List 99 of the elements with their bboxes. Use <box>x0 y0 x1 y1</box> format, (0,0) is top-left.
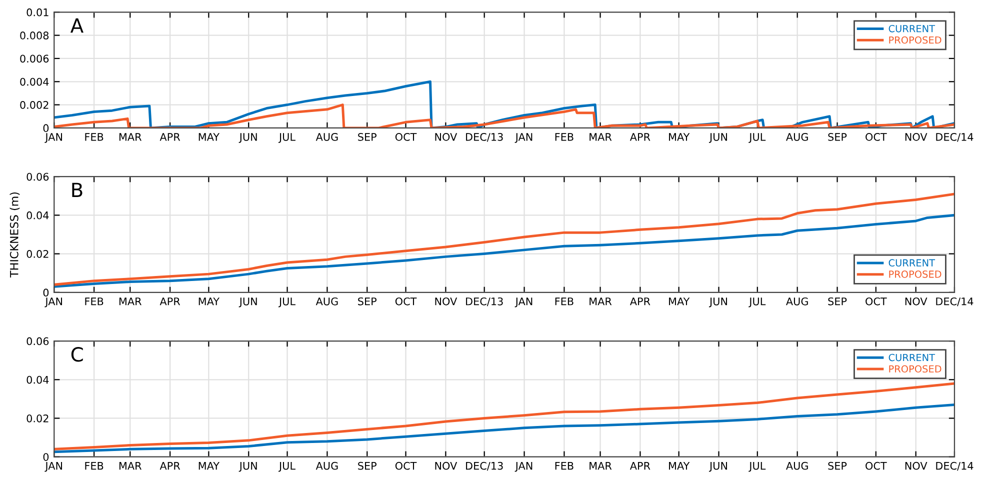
x-tick-label: SEP <box>828 462 847 470</box>
x-tick-label: NOV <box>435 133 458 141</box>
x-tick-label: JUN <box>238 462 257 472</box>
line-series <box>54 382 954 450</box>
x-tick-label: FEB <box>85 133 104 141</box>
y-tick-label: 0.02 <box>26 414 48 422</box>
text: CURRENT <box>888 354 936 362</box>
x-tick-label: NOV <box>905 462 928 470</box>
x-tick-label: MAY <box>198 462 220 470</box>
x-tick-label: NOV <box>905 133 928 141</box>
x-tick-label: JUL <box>278 298 296 308</box>
y-tick-label: 0.004 <box>20 78 49 86</box>
x-tick-label: JAN <box>44 298 62 308</box>
x-tick-label: JUL <box>748 462 766 472</box>
x-tick-label: SEP <box>828 297 847 306</box>
legend-label: CURRENT <box>888 24 936 32</box>
x-tick-label: AUG <box>316 133 338 141</box>
y-tick-label: 0.06 <box>26 172 49 181</box>
x-tick-label: DEC/13 <box>466 297 503 306</box>
y-tick-label: 0 <box>43 453 49 461</box>
x-tick-label: JAN <box>514 462 532 472</box>
y-tick-label: 0 <box>43 288 49 297</box>
x-tick-label: AUG <box>786 462 808 470</box>
x-tick-label: MAR <box>119 133 142 141</box>
x-tick-label: SEP <box>358 133 377 141</box>
y-tick-label: 0.008 <box>20 32 49 40</box>
x-tick-label: MAR <box>119 298 142 306</box>
x-tick-label: DEC/13 <box>466 133 503 142</box>
x-tick-label: MAR <box>590 133 612 141</box>
x-tick-label: MAR <box>590 298 612 306</box>
x-tick-label: DEC/14 <box>936 297 974 306</box>
x-tick-label: OCT <box>866 462 887 470</box>
x-tick-label: OCT <box>866 297 887 306</box>
x-tick-label: DEC/14 <box>936 462 974 471</box>
x-tick-label: MAY <box>669 462 690 470</box>
x-tick-label: FEB <box>555 133 574 141</box>
x-tick-label: JUN <box>238 133 257 143</box>
x-tick-label: APR <box>630 133 650 141</box>
x-tick-label: OCT <box>395 297 417 306</box>
x-tick-label: NOV <box>435 297 458 306</box>
x-tick-label: FEB <box>85 462 104 470</box>
legend-label: PROPOSED <box>889 270 942 278</box>
y-tick-label: 0.02 <box>26 250 48 258</box>
x-tick-label: SEP <box>828 133 847 141</box>
x-tick-label: DEC/14 <box>936 133 974 142</box>
y-tick-label: 0.002 <box>20 101 48 109</box>
y-tick-label: 0 <box>43 124 49 132</box>
x-tick-label: JUN <box>238 298 257 308</box>
x-tick-label: MAR <box>119 462 142 470</box>
x-tick-label: MAY <box>198 133 220 141</box>
x-tick-label: JAN <box>44 462 62 472</box>
x-tick-label: SEP <box>358 462 377 470</box>
y-tick-label: 0.04 <box>26 376 49 384</box>
y-tick-label: 0.006 <box>20 54 49 63</box>
legend-label: CURRENT <box>888 259 936 267</box>
x-tick-label: MAY <box>669 298 690 306</box>
x-tick-label: AUG <box>786 133 808 141</box>
line-series <box>54 403 954 454</box>
x-tick-label: JAN <box>44 133 62 143</box>
y-tick-label: 0.01 <box>26 8 48 16</box>
x-tick-label: JUL <box>278 133 296 143</box>
x-tick-label: FEB <box>85 298 104 306</box>
x-tick-label: JUL <box>748 133 766 143</box>
x-tick-label: OCT <box>866 133 887 141</box>
x-tick-label: APR <box>630 298 650 306</box>
x-tick-label: APR <box>160 298 180 306</box>
x-tick-label: APR <box>160 462 180 470</box>
x-tick-label: APR <box>630 462 650 470</box>
x-tick-label: JUN <box>708 462 727 472</box>
x-tick-label: JAN <box>514 298 532 308</box>
x-tick-label: AUG <box>316 297 338 306</box>
x-tick-label: JUN <box>708 133 727 143</box>
x-tick-label: SEP <box>358 297 377 306</box>
annotation: A <box>70 18 84 33</box>
x-tick-label: JUN <box>708 298 727 308</box>
x-tick-label: FEB <box>555 462 574 470</box>
x-tick-label: JUL <box>748 298 766 308</box>
x-tick-label: AUG <box>786 297 808 306</box>
x-tick-label: DEC/13 <box>466 462 503 471</box>
line-series <box>54 214 954 288</box>
x-tick-label: MAY <box>669 133 690 141</box>
x-tick-label: APR <box>160 133 180 141</box>
annotation: B <box>72 182 82 198</box>
x-tick-label: OCT <box>395 133 417 141</box>
y-tick-label: 0.06 <box>26 337 49 346</box>
x-tick-label: JUL <box>278 462 296 472</box>
x-tick-label: MAY <box>198 298 220 306</box>
series-label: PROPOSED <box>889 365 942 373</box>
x-tick-label: JAN <box>514 133 532 143</box>
x-tick-label: NOV <box>435 462 458 470</box>
legend-label: PROPOSED <box>889 36 942 44</box>
x-tick-label: AUG <box>316 462 338 470</box>
x-tick-label: OCT <box>395 462 417 470</box>
x-tick-label: MAR <box>590 462 612 470</box>
x-tick-label: NOV <box>905 297 928 306</box>
y-tick-label: 0.04 <box>26 211 49 220</box>
annotation: C <box>71 347 83 362</box>
x-tick-label: FEB <box>555 298 574 306</box>
y-axis-title: THICKNESS (m) <box>10 192 20 278</box>
